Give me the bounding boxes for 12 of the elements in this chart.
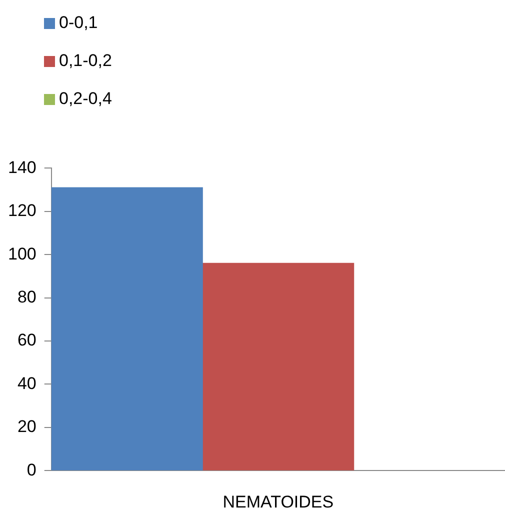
y-tick-label: 120 [8,201,36,220]
y-tick-label: 140 [8,158,36,177]
y-tick-label: 0 [26,460,36,480]
y-tick-label: 80 [17,287,36,306]
x-tick-label: NEMATOIDES [222,492,334,512]
y-tick-label: 40 [17,374,36,393]
y-tick-label: 100 [8,244,36,264]
legend-label: 0-0,1 [59,13,98,33]
y-tick-label: 20 [17,417,36,436]
legend-label: 0,2-0,4 [59,89,112,109]
legend-label: 0,1-0,2 [59,51,112,71]
y-tick-label: 60 [17,330,36,350]
